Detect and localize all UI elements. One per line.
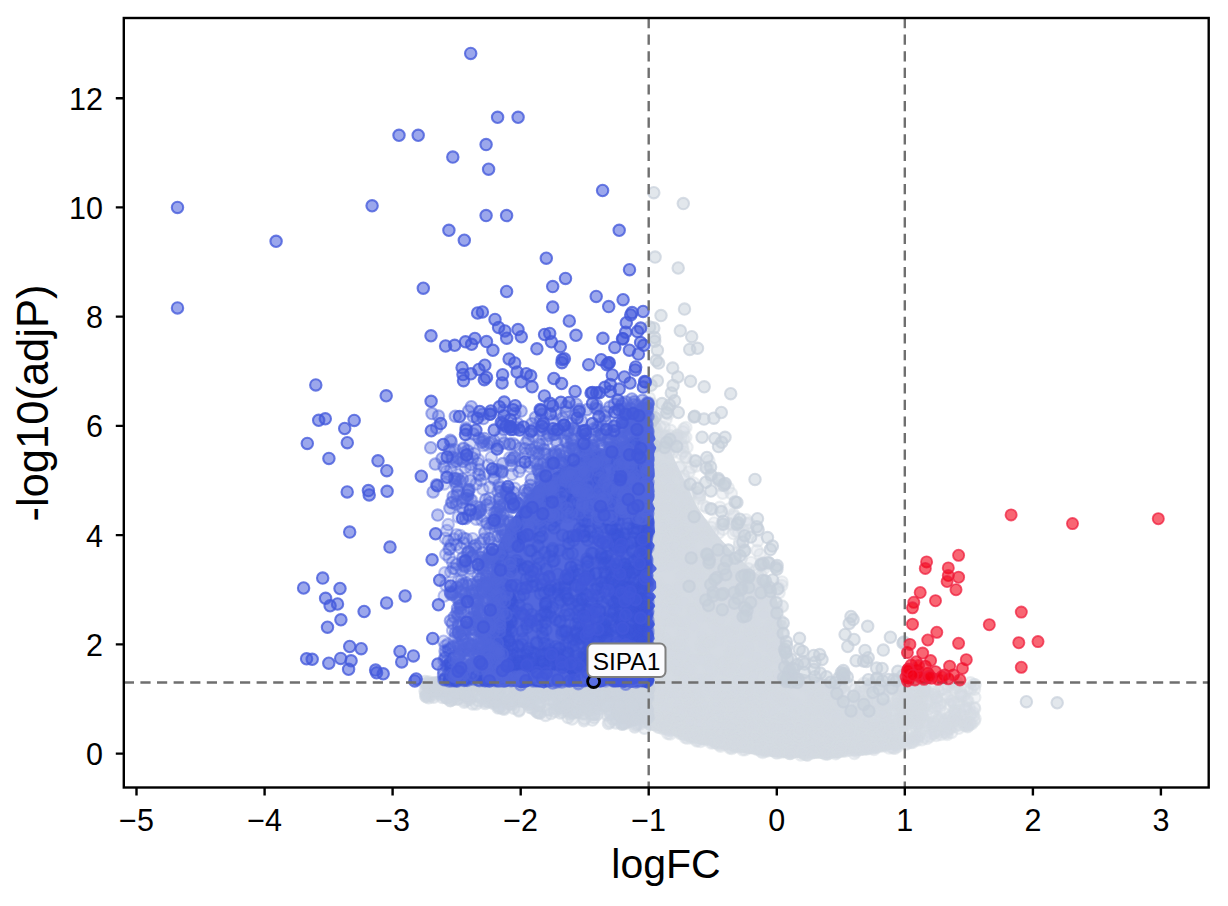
svg-text:1: 1 [896, 803, 913, 837]
svg-text:−4: −4 [247, 803, 282, 837]
svg-text:−1: −1 [631, 803, 666, 837]
svg-text:12: 12 [69, 82, 103, 116]
svg-text:6: 6 [86, 409, 103, 443]
svg-text:10: 10 [69, 191, 103, 225]
svg-text:−3: −3 [375, 803, 410, 837]
svg-text:-log10(adjP): -log10(adjP) [9, 285, 57, 522]
svg-text:0: 0 [768, 803, 785, 837]
svg-text:3: 3 [1152, 803, 1169, 837]
svg-text:2: 2 [86, 628, 103, 662]
svg-text:−5: −5 [119, 803, 154, 837]
svg-text:−2: −2 [503, 803, 538, 837]
svg-text:0: 0 [86, 737, 103, 771]
svg-text:SIPA1: SIPA1 [593, 648, 661, 675]
svg-text:4: 4 [86, 519, 103, 553]
svg-text:2: 2 [1024, 803, 1041, 837]
svg-text:logFC: logFC [611, 841, 720, 887]
svg-text:8: 8 [86, 300, 103, 334]
